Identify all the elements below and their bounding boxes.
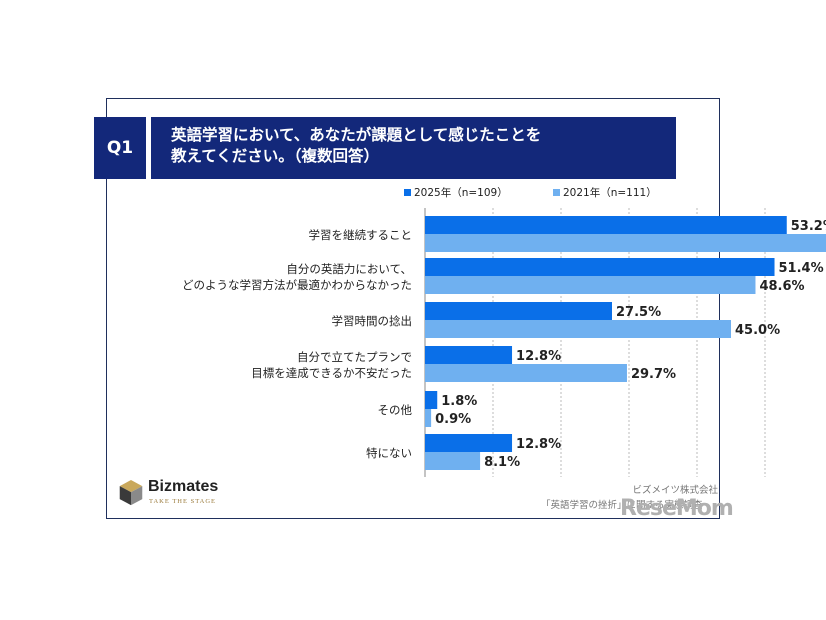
data-label: 29.7%	[631, 367, 676, 382]
legend-label: 2025年（n=109）	[414, 186, 508, 199]
bar	[425, 391, 438, 409]
data-label: 51.4%	[779, 261, 824, 276]
category-label: 自分の英語力において、	[286, 262, 412, 276]
data-label: 48.6%	[759, 279, 804, 294]
question-title: 英語学習において、あなたが課題として感じたことを 教えてください。（複数回答）	[151, 117, 676, 179]
legend-swatch	[404, 189, 411, 196]
bar	[425, 364, 627, 382]
data-label: 0.9%	[435, 412, 471, 427]
bar	[425, 320, 731, 338]
category-label: どのような学習方法が最適かわからなかった	[182, 278, 412, 292]
bar	[425, 216, 787, 234]
bar	[425, 276, 756, 294]
brand-tagline: TAKE THE STAGE	[149, 498, 216, 505]
bar	[425, 346, 513, 364]
resemom-watermark: ReseMom	[620, 496, 734, 521]
category-label: 自分で立てたプランで	[297, 350, 412, 364]
category-label: 特にない	[366, 446, 412, 460]
data-label: 1.8%	[441, 394, 477, 409]
data-label: 27.5%	[616, 305, 661, 320]
source-survey: 「英語学習の挫折」に関する実態調査	[541, 500, 703, 511]
legend-swatch	[553, 189, 560, 196]
title-line-1: 英語学習において、あなたが課題として感じたことを	[171, 126, 542, 144]
bar	[425, 234, 826, 252]
category-label: 学習時間の捻出	[332, 314, 413, 328]
bizmates-cube-icon	[119, 480, 143, 506]
category-label: 目標を達成できるか不安だった	[251, 366, 412, 380]
data-label: 12.8%	[516, 437, 561, 452]
question-badge: Q1	[94, 117, 146, 179]
bar	[425, 258, 775, 276]
data-label: 45.0%	[735, 323, 780, 338]
data-label: 8.1%	[484, 455, 520, 470]
data-label: 12.8%	[516, 349, 561, 364]
title-line-2: 教えてください。（複数回答）	[171, 147, 380, 165]
legend-label: 2021年（n=111）	[563, 186, 657, 199]
brand-name: Bizmates	[148, 478, 219, 495]
bar	[425, 302, 612, 320]
data-label: 53.2%	[791, 219, 826, 234]
bar	[425, 409, 432, 427]
bar	[425, 452, 481, 470]
source-company: ビズメイツ株式会社	[632, 485, 718, 496]
bar	[425, 434, 513, 452]
category-label: 学習を継続すること	[309, 228, 413, 242]
category-label: その他	[378, 403, 413, 417]
